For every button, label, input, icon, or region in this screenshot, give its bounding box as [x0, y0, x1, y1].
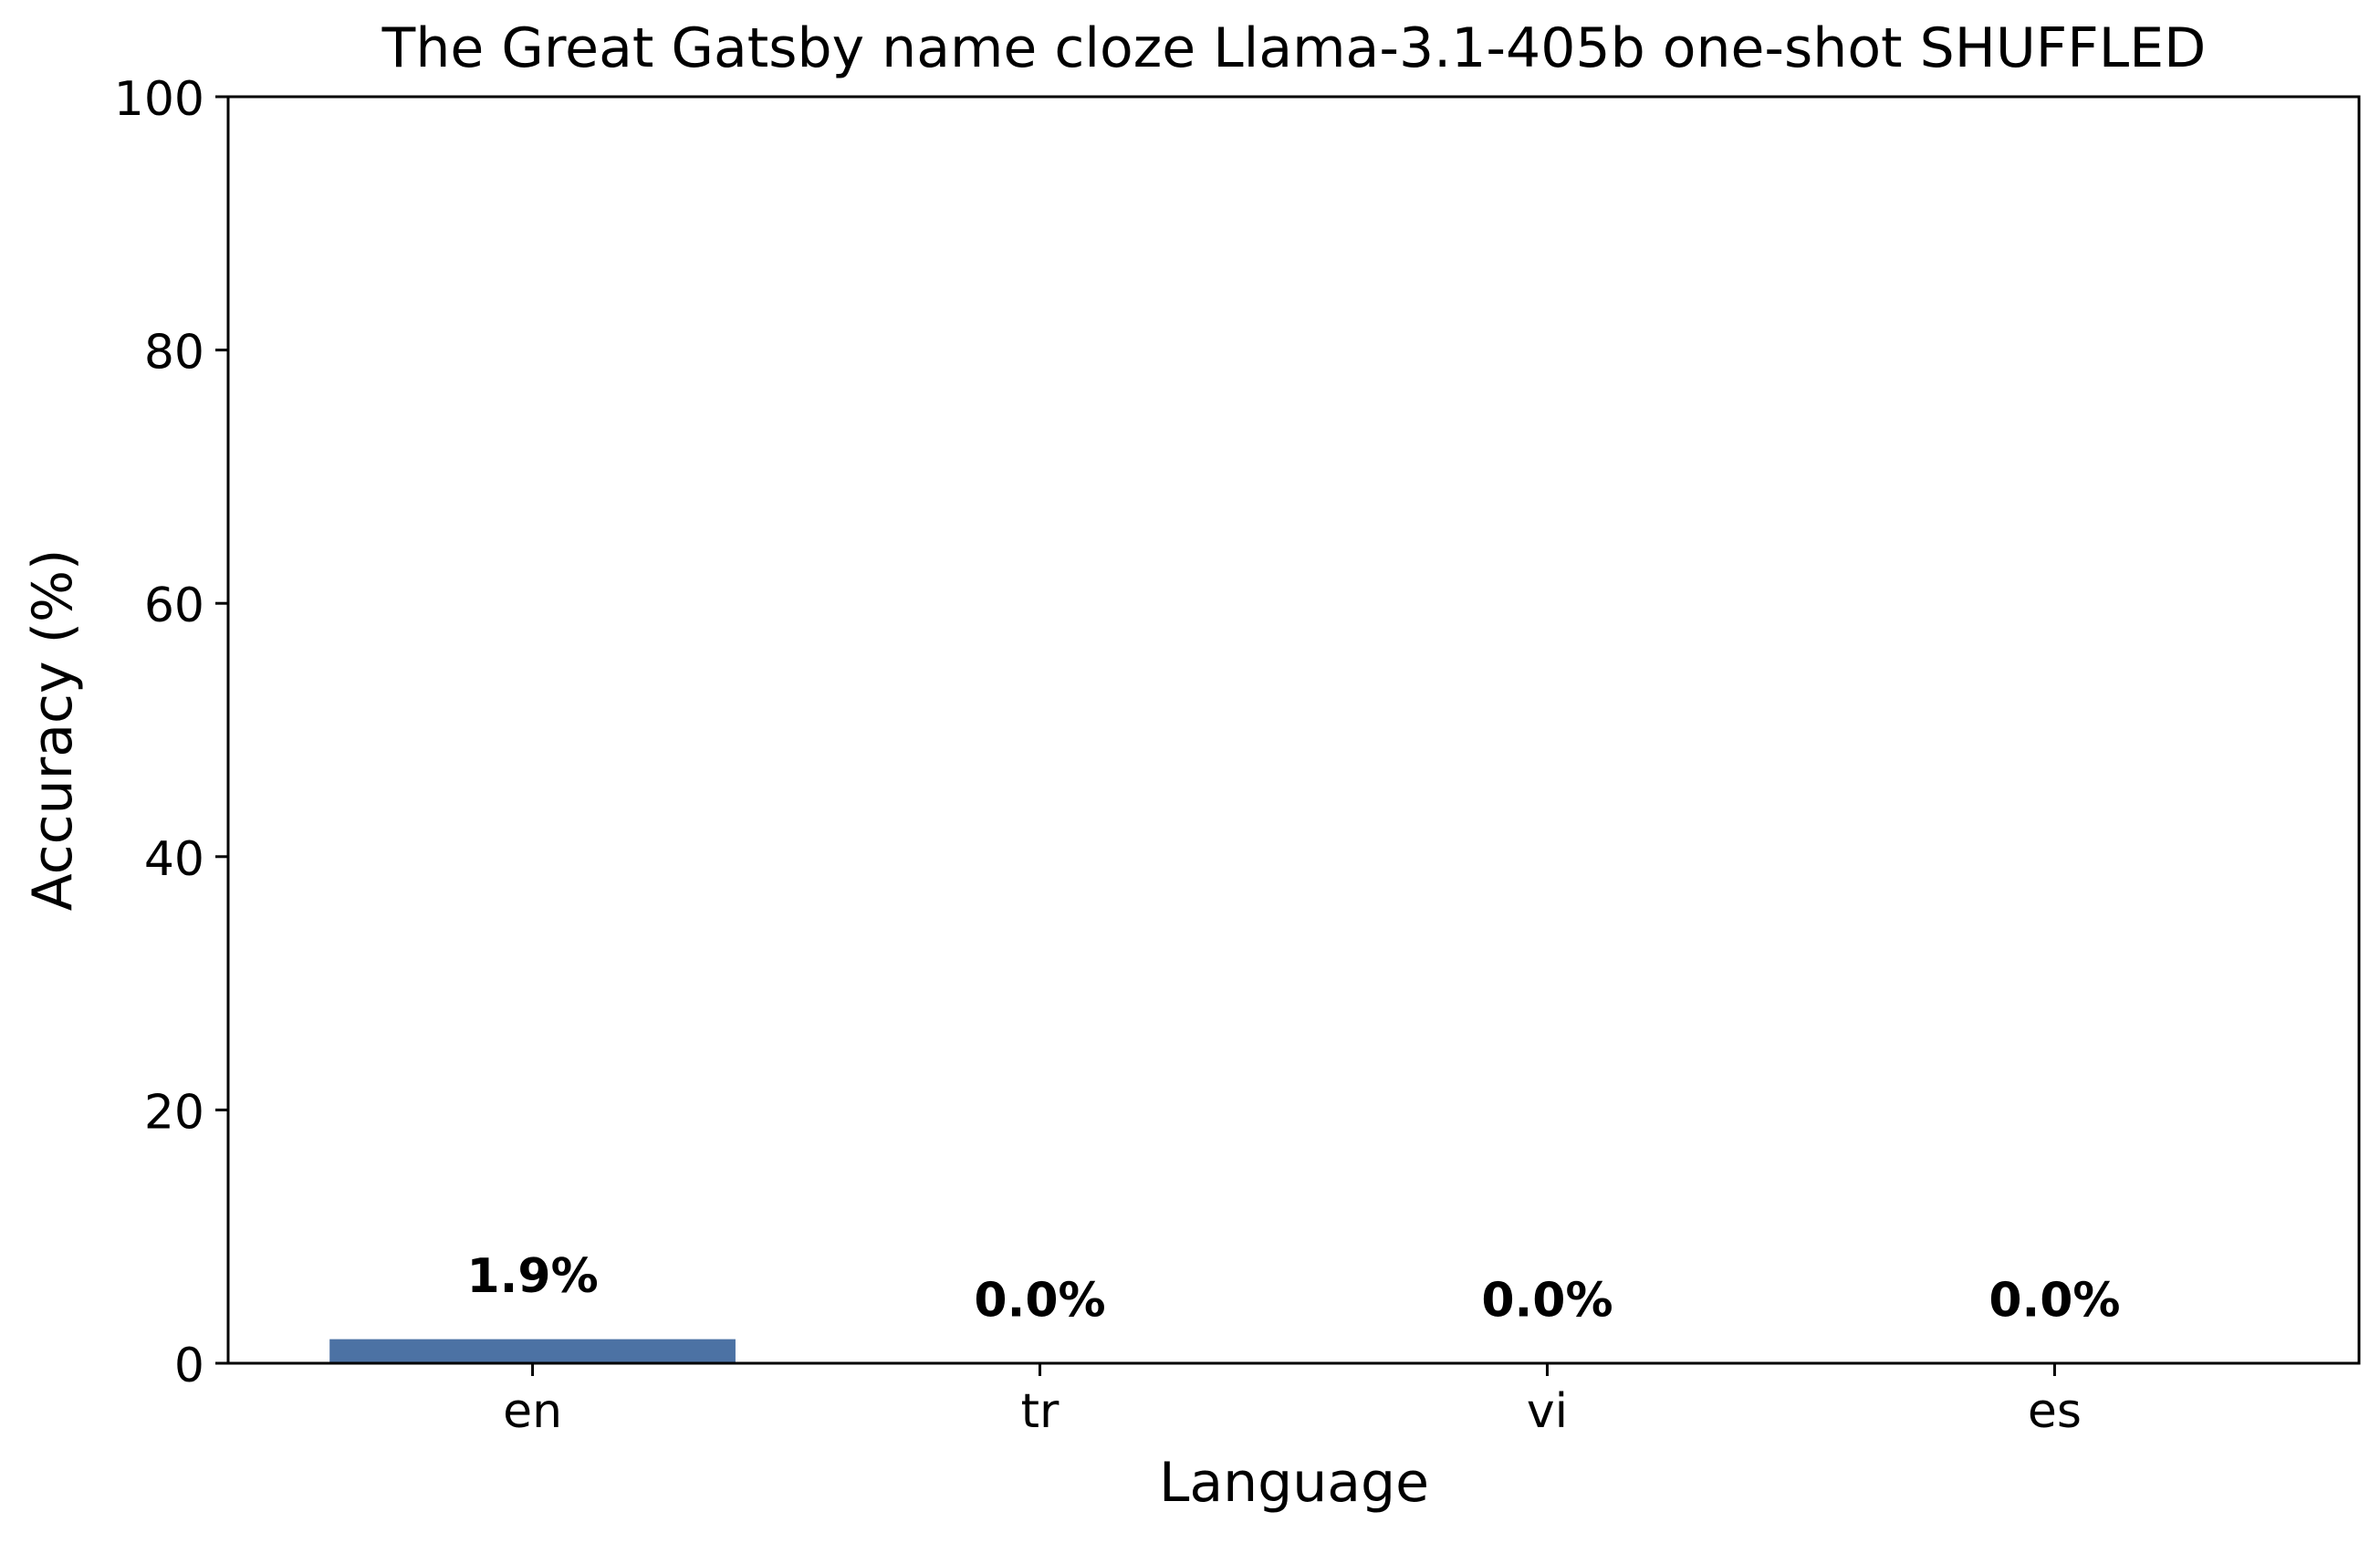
- x-tick-label-es: es: [2028, 1384, 2082, 1439]
- y-tick-label: 60: [144, 579, 204, 633]
- y-tick-label: 20: [144, 1085, 204, 1140]
- chart-title: The Great Gatsby name cloze Llama-3.1-40…: [381, 16, 2207, 80]
- x-tick-label-tr: tr: [1021, 1384, 1060, 1439]
- y-tick-label: 40: [144, 832, 204, 887]
- x-axis-ticks: en tr vi es: [503, 1363, 2082, 1439]
- x-axis-label: Language: [1159, 1451, 1429, 1515]
- y-tick-label: 0: [174, 1339, 204, 1393]
- bar-en: [329, 1339, 736, 1363]
- bars: [329, 1339, 736, 1363]
- y-tick-label: 80: [144, 326, 204, 381]
- plot-area-frame: [226, 95, 2361, 1365]
- y-axis-label: Accuracy (%): [21, 549, 85, 912]
- bar-value-label-tr: 0.0%: [974, 1274, 1105, 1329]
- y-tick-label: 100: [114, 72, 204, 127]
- bar-value-label-en: 1.9%: [466, 1249, 598, 1304]
- x-tick-label-en: en: [503, 1384, 562, 1439]
- bar-value-label-vi: 0.0%: [1481, 1274, 1613, 1329]
- x-tick-label-vi: vi: [1527, 1384, 1568, 1439]
- y-axis-ticks: 0 20 40 60 80 100: [114, 72, 228, 1393]
- bar-value-labels: 1.9% 0.0% 0.0% 0.0%: [466, 1249, 2120, 1328]
- bar-value-label-es: 0.0%: [1989, 1274, 2120, 1329]
